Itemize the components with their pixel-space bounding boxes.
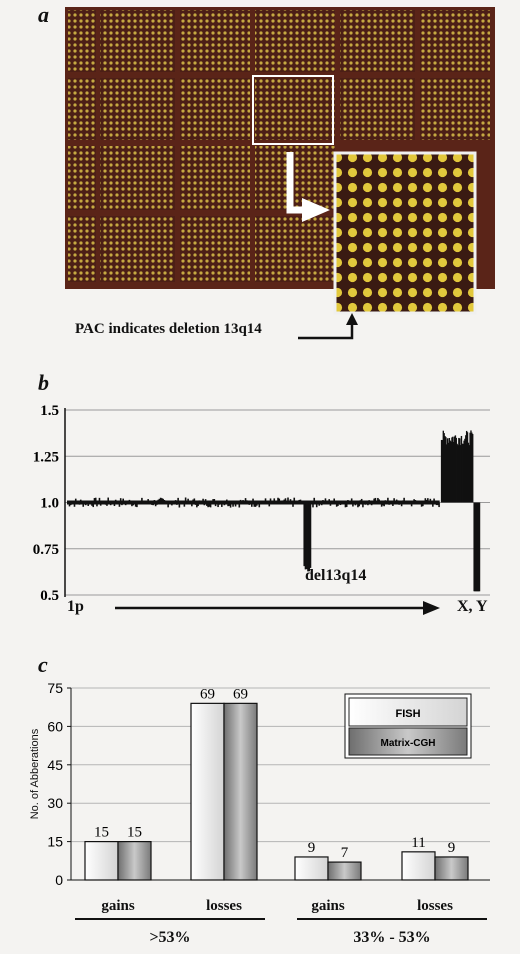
microarray-subgrid (180, 10, 250, 72)
category-label: gains (311, 898, 345, 914)
category-label: losses (206, 898, 242, 914)
ratio-y-tick-label: 0.5 (40, 588, 59, 604)
panel-c-letter: c (38, 652, 48, 677)
aberration-bar-chart: 0 15 30 45 60 75 15 15 69 69 9 7 11 9 FISH Matrix-CG… (47, 680, 490, 920)
bar-fish (190, 702, 225, 881)
bar-fish (294, 856, 329, 881)
microarray-subgrid (420, 78, 490, 140)
microarray-subgrid (100, 10, 175, 72)
bar-matrix-cgh (327, 861, 362, 881)
panel-a-caption: PAC indicates deletion 13q14 (75, 321, 262, 337)
microarray-subgrid (420, 10, 490, 72)
microarray-subgrid (255, 216, 335, 282)
caption-arrow (298, 323, 354, 340)
group-label-1: >53% (149, 929, 191, 946)
x-end-label: X, Y (457, 598, 488, 615)
zoom-inset (333, 151, 477, 315)
bar-fish (84, 840, 119, 881)
ratio-y-tick-label: 0.75 (33, 542, 59, 558)
legend-fish-label: FISH (395, 708, 420, 720)
genome-direction-arrow-head (423, 601, 440, 615)
bar-chart-bars: 15 15 69 69 9 7 11 9 (84, 686, 469, 881)
bar-y-tick-label: 75 (47, 680, 63, 696)
panel-a-letter: a (38, 2, 49, 27)
bar-value-label: 7 (341, 845, 349, 861)
microarray-subgrids (68, 10, 490, 282)
bar-value-label: 9 (308, 840, 316, 856)
ratio-y-tick-label: 1.25 (33, 449, 59, 465)
microarray-subgrid (68, 78, 96, 140)
microarray-subgrid (68, 10, 96, 72)
microarray-subgrid (255, 146, 335, 210)
microarray-subgrid (255, 10, 335, 72)
microarray-subgrid (180, 146, 250, 210)
caption-arrow-head (346, 313, 358, 325)
ratio-plot-y-ticks: 1.5 1.25 1.0 0.75 0.5 (33, 403, 59, 604)
bar-y-tick-label: 60 (47, 718, 63, 734)
bar-matrix-cgh (223, 702, 258, 881)
bar-value-label: 9 (448, 840, 456, 856)
bar-y-tick-label: 45 (47, 757, 63, 773)
microarray-subgrid (100, 146, 175, 210)
bar-fish (401, 851, 436, 881)
bar-y-tick-label: 0 (55, 872, 63, 888)
legend-fish-swatch (348, 697, 468, 727)
x-start-label: 1p (67, 598, 84, 615)
highlight-box (252, 75, 334, 145)
bar-value-label: 69 (233, 686, 248, 702)
bar-y-tick-label: 15 (47, 834, 63, 850)
bar-value-label: 11 (411, 835, 425, 851)
bar-matrix-cgh (117, 840, 152, 881)
microarray-subgrid (180, 216, 250, 282)
category-label: gains (101, 898, 135, 914)
microarray-subgrid (340, 78, 415, 140)
bar-y-tick-label: 30 (47, 795, 63, 811)
microarray-subgrid (340, 10, 415, 72)
ratio-plot: 1.5 1.25 1.0 0.75 0.5 (33, 403, 490, 615)
del13q14-annotation: del13q14 (305, 567, 367, 584)
bar-value-label: 15 (127, 825, 142, 841)
microarray-image (65, 7, 495, 315)
microarray-subgrid (100, 78, 175, 140)
bar-chart-legend: FISH Matrix-CGH (344, 693, 472, 759)
ratio-y-tick-label: 1.0 (40, 496, 59, 512)
bar-value-label: 15 (94, 825, 109, 841)
microarray-subgrid (255, 78, 335, 140)
microarray-subgrid (180, 78, 250, 140)
zoom-arrow (286, 152, 305, 214)
ratio-profile-series (66, 430, 481, 592)
microarray-subgrid (100, 216, 175, 282)
microarray-subgrid (68, 216, 96, 282)
panel-b-letter: b (38, 370, 49, 395)
legend-cgh-label: Matrix-CGH (380, 738, 435, 749)
bar-matrix-cgh (434, 856, 469, 881)
category-label: losses (417, 898, 453, 914)
y-axis-label: No. of Abberations (29, 728, 41, 820)
ratio-y-tick-label: 1.5 (40, 403, 59, 419)
zoom-arrow-head (302, 198, 330, 222)
bar-chart-y-ticks: 0 15 30 45 60 75 (47, 680, 71, 888)
group-label-2: 33% - 53% (353, 929, 431, 946)
legend-cgh-swatch (348, 727, 468, 756)
microarray-subgrid (68, 146, 96, 210)
bar-value-label: 69 (200, 686, 215, 702)
